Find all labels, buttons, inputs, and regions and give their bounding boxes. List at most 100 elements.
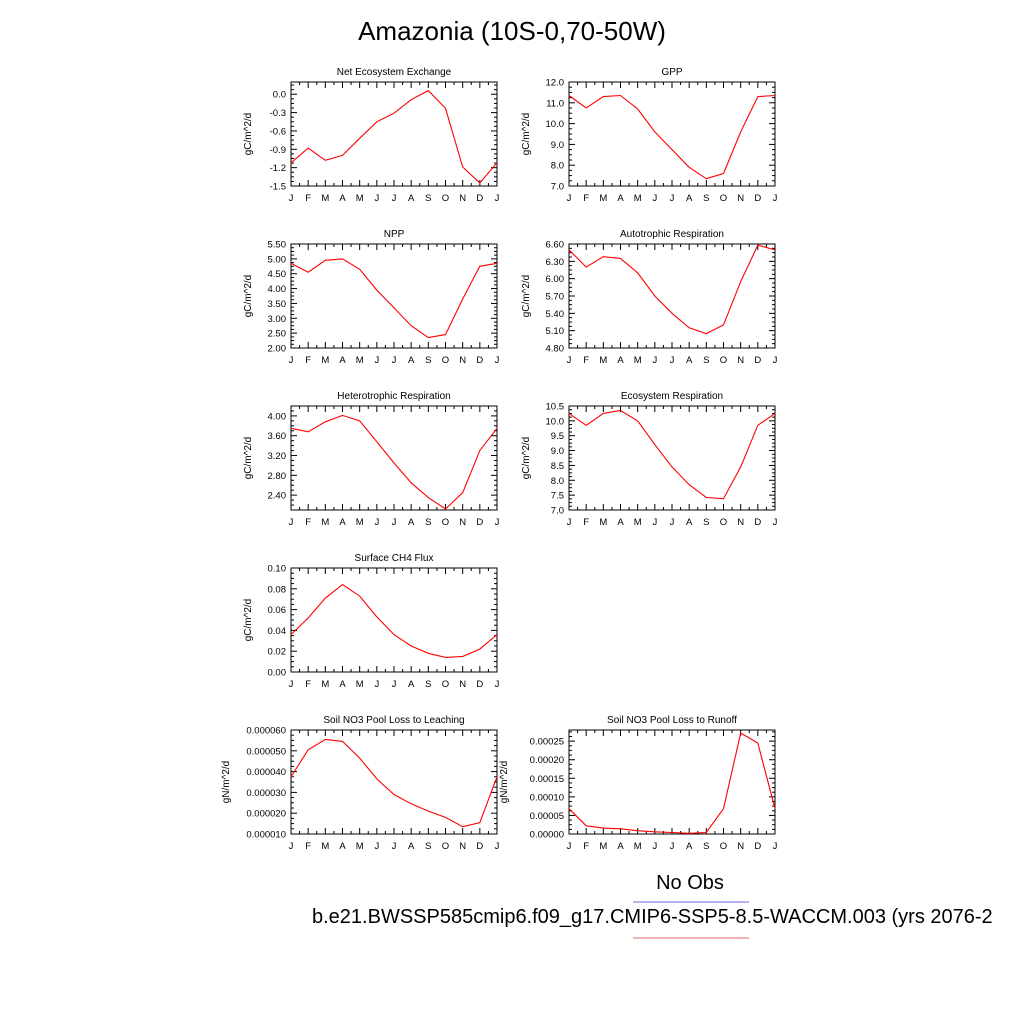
panel-title: GPP: [661, 67, 682, 78]
x-tick-label: J: [392, 193, 397, 204]
y-tick-label: 0.02: [268, 647, 287, 658]
x-tick-label: A: [408, 517, 415, 528]
x-tick-label: A: [408, 841, 415, 852]
x-tick-label: J: [495, 679, 500, 690]
x-tick-label: J: [374, 193, 379, 204]
plot-frame: [290, 243, 498, 349]
y-axis-label: gC/m^2/d: [521, 113, 532, 156]
x-tick-label: J: [374, 841, 379, 852]
y-tick-label: 5.40: [546, 309, 565, 320]
y-tick-label: 11.0: [546, 98, 564, 109]
x-tick-label: J: [495, 841, 500, 852]
x-tick-label: M: [356, 679, 364, 690]
panel-title: Ecosystem Respiration: [621, 391, 723, 402]
panel-title: Soil NO3 Pool Loss to Leaching: [323, 715, 464, 726]
x-tick-label: D: [476, 841, 483, 852]
x-tick-label: A: [686, 841, 693, 852]
legend-title: No Obs: [656, 872, 724, 894]
y-axis-label: gC/m^2/d: [243, 113, 254, 156]
x-tick-label: N: [459, 193, 466, 204]
x-tick-label: J: [567, 517, 572, 528]
x-tick-label: J: [652, 355, 657, 366]
x-tick-label: O: [442, 355, 449, 366]
x-tick-label: N: [737, 193, 744, 204]
x-tick-label: A: [339, 841, 346, 852]
x-tick-label: M: [356, 193, 364, 204]
x-tick-label: J: [374, 355, 379, 366]
series-line: [568, 244, 776, 335]
x-tick-label: J: [392, 517, 397, 528]
x-tick-label: F: [305, 355, 311, 366]
series-line: [290, 258, 498, 339]
case-name-label: b.e21.BWSSP585cmip6.f09_g17.CMIP6-SSP5-8…: [312, 906, 993, 928]
x-tick-label: F: [305, 517, 311, 528]
y-tick-label: 9.5: [551, 431, 564, 442]
panel-title: Autotrophic Respiration: [620, 229, 724, 240]
y-tick-label: 0.000030: [246, 788, 286, 799]
y-tick-label: 3.00: [268, 314, 287, 325]
series-line: [290, 583, 498, 658]
x-tick-label: O: [720, 355, 727, 366]
plot-frame: [568, 243, 776, 349]
x-tick-label: O: [442, 193, 449, 204]
x-tick-label: A: [617, 355, 624, 366]
y-tick-label: 3.50: [268, 299, 287, 310]
x-tick-label: A: [339, 355, 346, 366]
y-tick-label: 8.0: [551, 161, 564, 172]
x-tick-label: M: [634, 841, 642, 852]
y-tick-label: 9.0: [551, 140, 564, 151]
x-tick-label: M: [599, 517, 607, 528]
plot-frame: [290, 729, 498, 835]
y-tick-label: 7.0: [551, 506, 564, 517]
x-tick-label: J: [374, 517, 379, 528]
x-tick-label: F: [305, 193, 311, 204]
series-line: [568, 732, 776, 834]
x-tick-label: D: [754, 355, 761, 366]
y-tick-label: 0.00020: [530, 755, 564, 766]
x-tick-label: J: [392, 679, 397, 690]
x-tick-label: A: [617, 517, 624, 528]
x-tick-label: M: [321, 679, 329, 690]
x-tick-label: A: [339, 517, 346, 528]
x-tick-label: J: [773, 517, 778, 528]
y-tick-label: 0.000040: [246, 767, 286, 778]
x-tick-label: J: [495, 193, 500, 204]
x-tick-label: J: [567, 841, 572, 852]
x-tick-label: N: [459, 679, 466, 690]
y-tick-label: -1.2: [270, 163, 286, 174]
x-tick-label: S: [425, 517, 431, 528]
x-tick-label: J: [652, 841, 657, 852]
y-tick-label: 6.60: [546, 240, 565, 251]
x-tick-label: J: [670, 517, 675, 528]
x-tick-label: M: [321, 355, 329, 366]
panel-title: NPP: [384, 229, 405, 240]
x-tick-label: S: [425, 841, 431, 852]
x-tick-label: A: [617, 193, 624, 204]
x-tick-label: O: [442, 679, 449, 690]
x-tick-label: S: [425, 193, 431, 204]
y-tick-label: 2.50: [268, 329, 287, 340]
y-tick-label: 4.50: [268, 269, 287, 280]
y-tick-label: 0.08: [268, 584, 287, 595]
x-tick-label: J: [773, 355, 778, 366]
y-tick-label: 12.0: [546, 78, 565, 89]
y-tick-label: 7.0: [551, 182, 564, 193]
x-tick-label: S: [703, 193, 709, 204]
x-tick-label: A: [408, 193, 415, 204]
y-tick-label: 5.50: [268, 240, 287, 251]
x-tick-label: D: [754, 517, 761, 528]
x-tick-label: S: [425, 679, 431, 690]
x-tick-label: F: [583, 355, 589, 366]
x-tick-label: M: [634, 193, 642, 204]
y-tick-label: 5.00: [268, 254, 287, 265]
y-tick-label: 10.5: [546, 402, 565, 413]
series-line: [290, 89, 498, 184]
series-line: [568, 94, 776, 180]
x-tick-label: J: [392, 355, 397, 366]
x-tick-label: M: [321, 841, 329, 852]
x-tick-label: N: [737, 841, 744, 852]
